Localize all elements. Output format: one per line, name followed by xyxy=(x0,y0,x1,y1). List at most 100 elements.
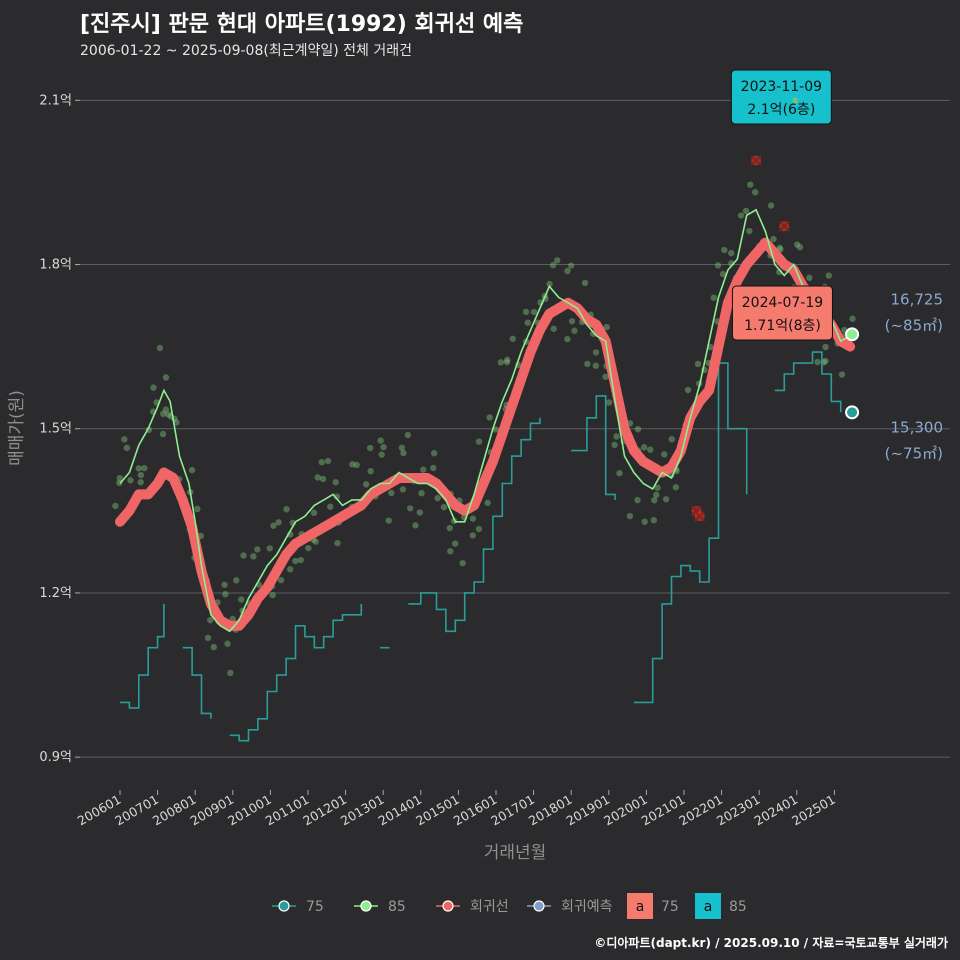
scatter-point xyxy=(549,261,557,269)
series-75-line xyxy=(120,351,842,742)
endpoint-marker-75 xyxy=(845,405,860,420)
scatter-point xyxy=(767,202,775,209)
scatter-point xyxy=(770,235,777,243)
scatter-point xyxy=(318,459,325,466)
scatter-point xyxy=(137,479,144,486)
scatter-point xyxy=(446,524,454,532)
legend: 75 85 회귀선 회귀예측 a 75 a 85 xyxy=(272,893,747,919)
scatter-point xyxy=(416,509,423,516)
scatter-point xyxy=(229,615,236,623)
scatter-point xyxy=(469,532,476,539)
series-85-line xyxy=(119,208,851,633)
scatter-point xyxy=(312,538,319,545)
scatter-point xyxy=(420,466,427,473)
legend-box xyxy=(695,893,721,919)
scatter-point xyxy=(497,359,505,366)
scatter-point xyxy=(447,548,454,555)
scatter-point xyxy=(814,358,821,366)
scatter-point xyxy=(380,443,387,451)
scatter-point xyxy=(611,441,618,449)
scatter-point xyxy=(616,469,623,477)
scatter-point xyxy=(266,545,273,552)
scatter-point xyxy=(484,499,491,507)
legend-label: 85 xyxy=(388,899,406,915)
scatter-point xyxy=(822,343,829,351)
scatter-point xyxy=(719,270,727,278)
scatter-point xyxy=(430,450,438,457)
scatter-point xyxy=(430,464,437,472)
scatter-point xyxy=(162,374,170,381)
scatter-point xyxy=(418,489,425,497)
scatter-point xyxy=(651,497,658,504)
chart-subtitle: 2006-01-22 ~ 2025-09-08(최근계약일) 전체 거래건 xyxy=(80,43,412,59)
scatter-point xyxy=(127,477,134,484)
scatter-point xyxy=(567,262,575,269)
scatter-point xyxy=(459,559,466,567)
x-axis-label: 거래년월 xyxy=(484,843,547,863)
scatter-point xyxy=(661,451,668,458)
y-axis-label: 매매가(원) xyxy=(7,390,27,466)
scatter-point xyxy=(406,505,414,512)
scatter-point xyxy=(641,518,648,525)
y-tick-label: 0.9억 xyxy=(39,750,72,765)
annotation-value: 1.71억(8층) xyxy=(744,318,821,334)
scatter-point xyxy=(524,319,531,326)
scatter-point xyxy=(564,335,571,343)
scatter-point xyxy=(367,467,374,475)
source-caption: ©디아파트(dapt.kr) / 2025.09.10 / 자료=국토교통부 실… xyxy=(594,936,948,950)
scatter-point xyxy=(584,360,591,368)
legend-box-text: a xyxy=(636,899,645,915)
scatter-point xyxy=(564,267,571,275)
y-tick-label: 1.5억 xyxy=(39,422,72,437)
scatter-point xyxy=(121,436,128,443)
scatter-point xyxy=(221,581,228,588)
scatter-point xyxy=(475,438,483,445)
scatter-point xyxy=(227,669,234,677)
scatter-point xyxy=(668,435,676,443)
scatter-point xyxy=(776,244,783,252)
scatter-point xyxy=(353,461,360,469)
scatter-point xyxy=(399,486,407,493)
scatter-point xyxy=(603,323,610,331)
legend-box xyxy=(627,893,653,919)
scatter-point xyxy=(710,294,717,301)
scatter-point xyxy=(737,212,745,219)
scatter-point xyxy=(554,257,561,264)
scatter-point xyxy=(475,525,483,533)
endpoint-label-85: (~85㎡) xyxy=(885,316,943,334)
scatter-point xyxy=(469,515,477,522)
scatter-point xyxy=(602,373,609,380)
scatter-point xyxy=(412,522,419,529)
scatter-point xyxy=(116,474,124,482)
scatter-point xyxy=(188,466,196,474)
endpoint-label-75: (~75㎡) xyxy=(885,444,943,462)
legend-marker xyxy=(360,900,372,912)
scatter-point xyxy=(825,272,833,279)
endpoint-label-85: 16,725 xyxy=(891,290,944,308)
scatter-point xyxy=(581,279,589,287)
scatter-point xyxy=(292,557,299,565)
scatter-point xyxy=(327,503,334,510)
scatter-point xyxy=(204,634,212,642)
scatter-point xyxy=(314,474,321,481)
scatter-point xyxy=(492,426,499,433)
scatter-point xyxy=(509,335,516,342)
scatter-point xyxy=(254,546,261,553)
outlier-cross xyxy=(694,510,706,522)
scatter-point xyxy=(334,539,341,547)
scatter-point xyxy=(194,505,201,513)
scatter-point xyxy=(546,280,553,288)
scatter-point xyxy=(156,344,164,352)
endpoint-marker-85 xyxy=(845,327,860,342)
scatter-point xyxy=(714,262,722,269)
scatter-point xyxy=(650,516,658,524)
scatter-point xyxy=(694,360,702,368)
legend-label: 75 xyxy=(661,899,679,915)
scatter-point xyxy=(324,457,332,465)
scatter-point xyxy=(310,509,318,517)
annotation-box xyxy=(731,285,833,341)
scatter-point xyxy=(378,451,385,458)
annotation-value: 2.1억(6층) xyxy=(747,102,815,118)
x-tick-label: 202501 xyxy=(789,792,838,829)
scatter-point xyxy=(806,274,813,282)
